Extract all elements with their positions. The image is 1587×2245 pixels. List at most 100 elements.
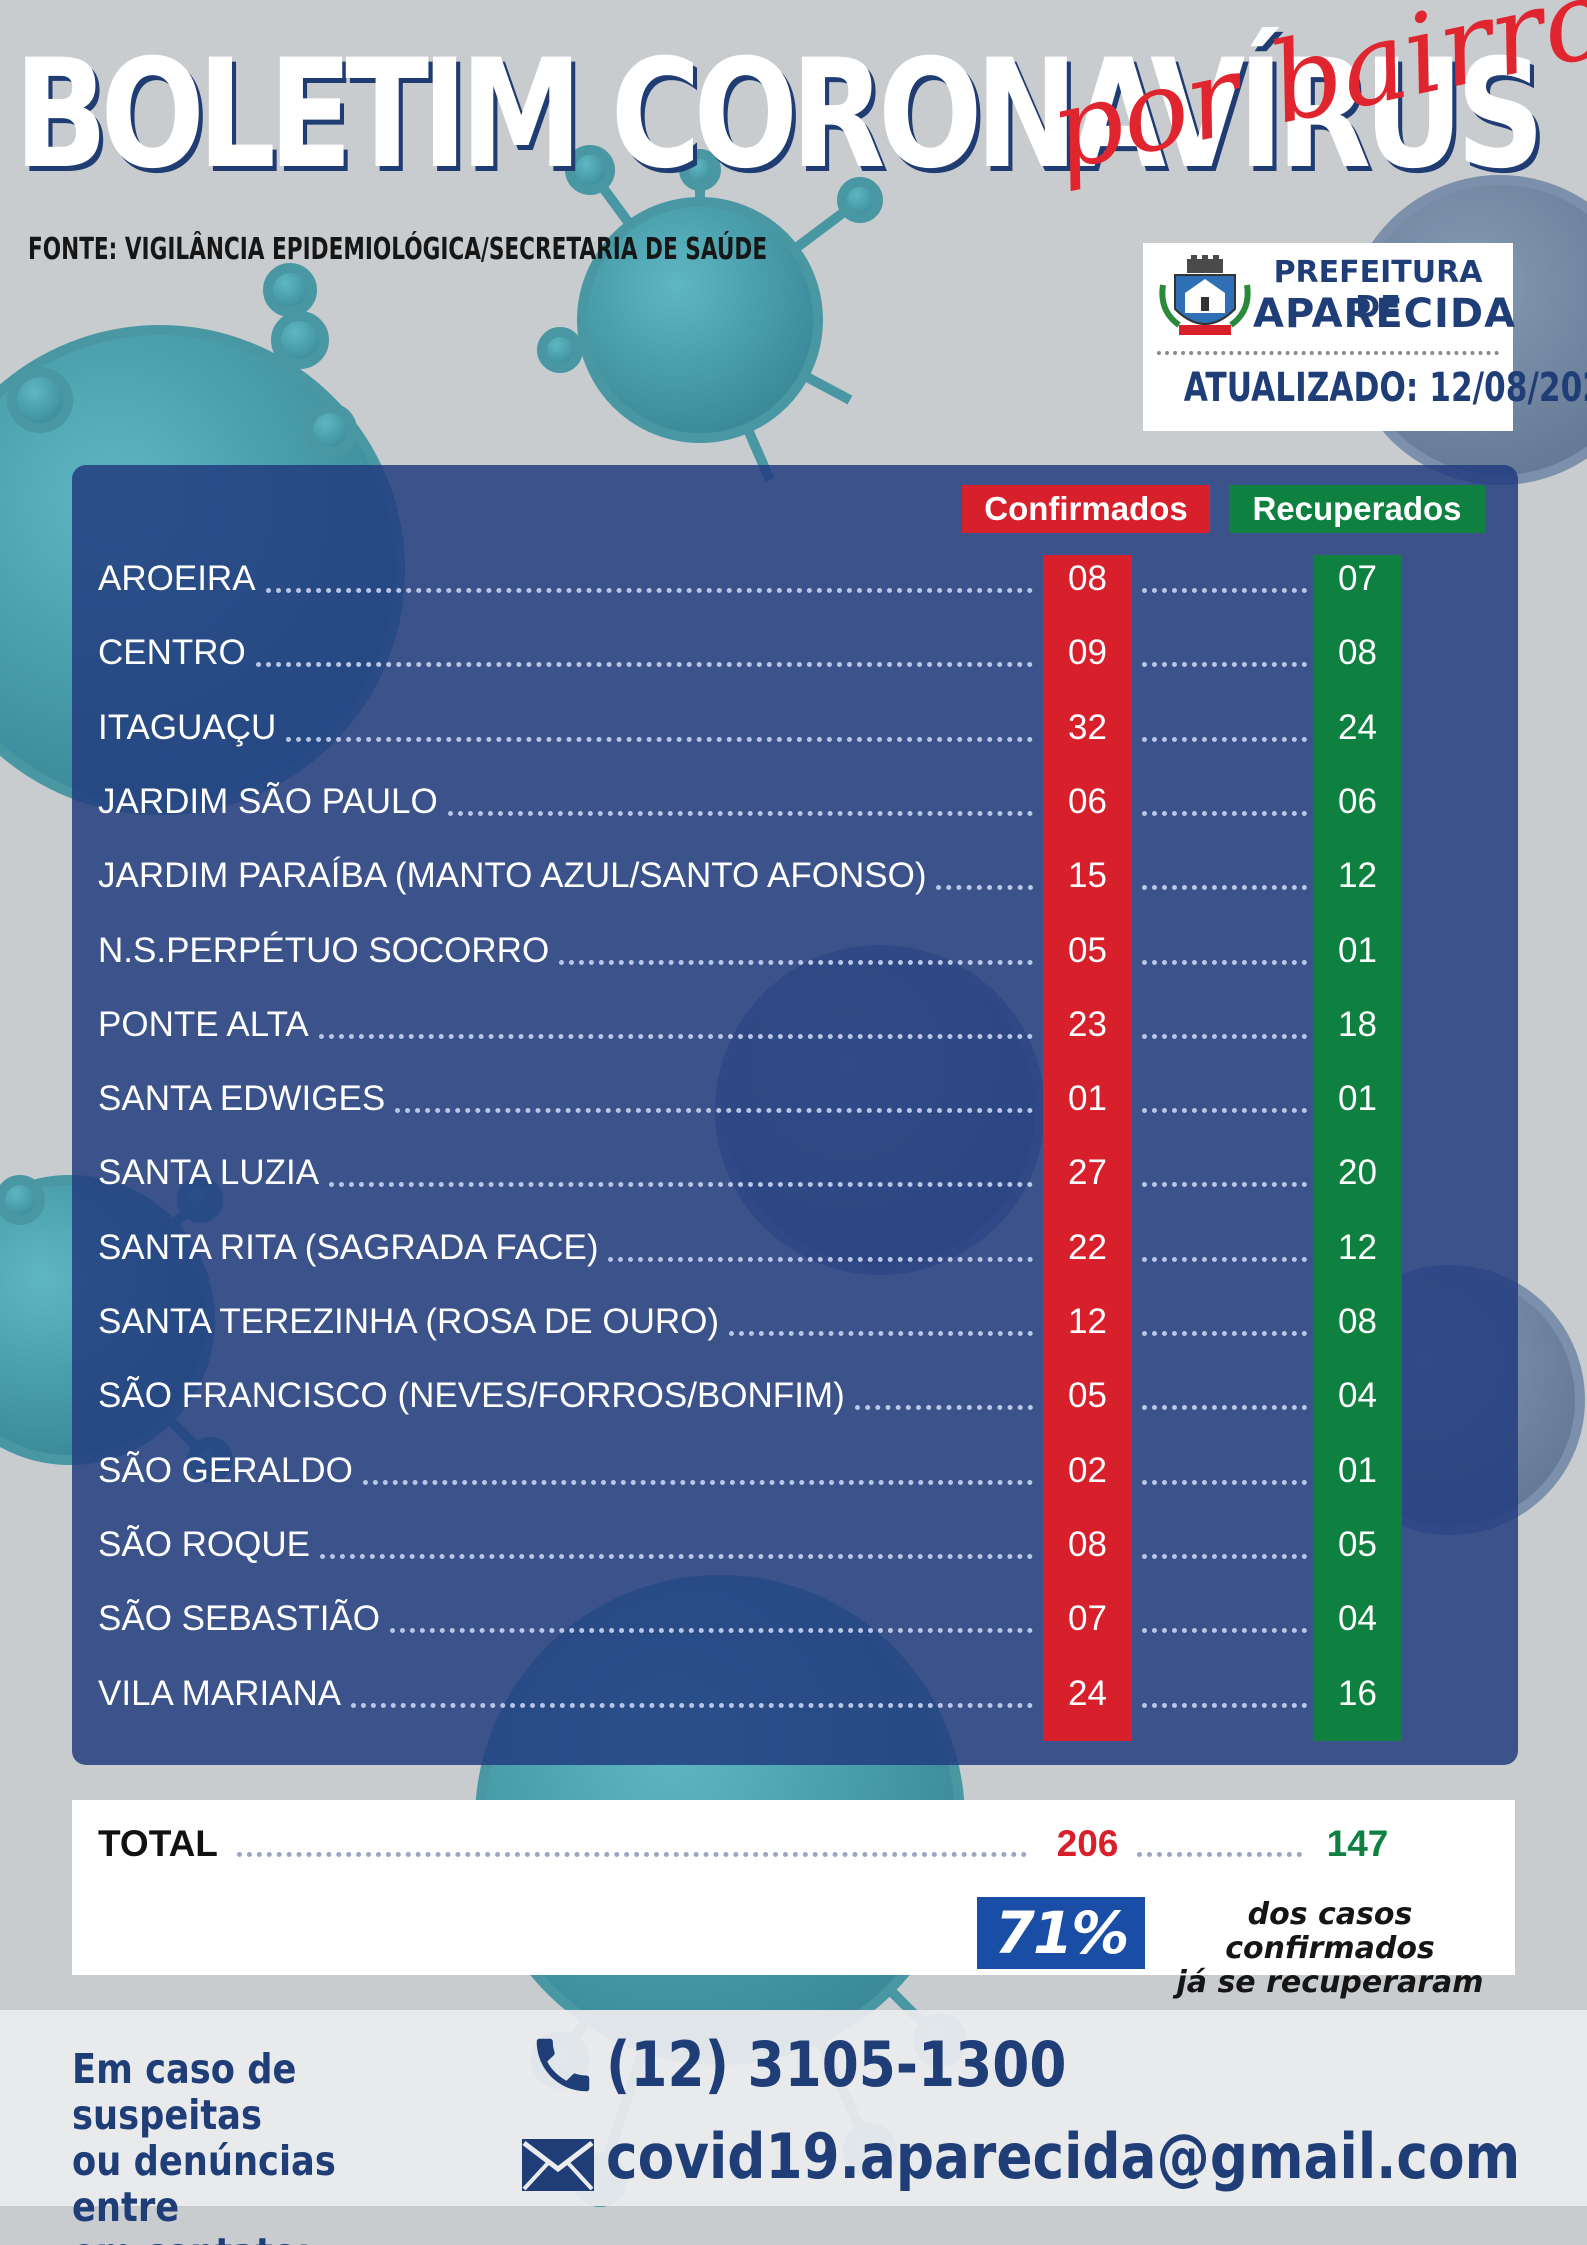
table-row: SANTA LUZIA 27 20 xyxy=(98,1136,1438,1210)
neighborhood-name: VILA MARIANA xyxy=(98,1673,342,1713)
contact-lead-line2: ou denúncias entre xyxy=(72,2137,336,2231)
table-row: SÃO ROQUE 08 05 xyxy=(98,1508,1438,1582)
logo-text-city: APARECIDA xyxy=(1253,291,1517,337)
total-leader-dots xyxy=(237,1852,1027,1857)
leader-dots xyxy=(1142,1553,1307,1559)
leader-dots xyxy=(1142,810,1307,816)
confirmed-value: 08 xyxy=(1068,1524,1107,1564)
prefeitura-logo-card: PREFEITURA DE APARECIDA ATUALIZADO: 12/0… xyxy=(1143,243,1587,431)
recovered-value: 16 xyxy=(1338,1673,1377,1713)
neighborhood-name: CENTRO xyxy=(98,633,246,673)
leader-dots xyxy=(936,885,1033,891)
leader-dots xyxy=(448,810,1033,816)
neighborhood-name: SÃO FRANCISCO (NEVES/FORROS/BONFIM) xyxy=(98,1376,845,1416)
neighborhood-name: SÃO SEBASTIÃO xyxy=(98,1599,381,1639)
neighborhood-name: SANTA TEREZINHA (ROSA DE OURO) xyxy=(98,1302,720,1341)
updated-date: ATUALIZADO: 12/08/2020 xyxy=(1183,365,1587,411)
confirmed-value: 06 xyxy=(1068,781,1107,821)
table-row: JARDIM SÃO PAULO 06 06 xyxy=(98,765,1438,839)
table-row: AROEIRA 08 07 xyxy=(98,542,1438,616)
confirmed-value: 27 xyxy=(1068,1153,1107,1193)
recovered-value: 07 xyxy=(1338,559,1377,598)
neighborhood-name: ITAGUAÇU xyxy=(98,707,277,747)
table-row: SANTA EDWIGES 01 01 xyxy=(98,1062,1438,1136)
recovered-value: 12 xyxy=(1338,856,1377,896)
neighborhood-name: SANTA RITA (SAGRADA FACE) xyxy=(98,1227,599,1267)
recovered-value: 20 xyxy=(1338,1153,1377,1193)
confirmed-value: 05 xyxy=(1068,930,1107,970)
recovered-value: 24 xyxy=(1338,707,1377,747)
neighborhood-name: AROEIRA xyxy=(98,559,256,598)
leader-dots xyxy=(1142,662,1307,668)
table-row: JARDIM PARAÍBA (MANTO AZUL/SANTO AFONSO)… xyxy=(98,839,1438,913)
recovered-value: 01 xyxy=(1338,1079,1377,1119)
logo-text-prefeitura: PREFEITURA DE xyxy=(1273,255,1483,325)
confirmed-value: 09 xyxy=(1068,633,1107,673)
confirmed-value: 22 xyxy=(1068,1227,1107,1267)
confirmed-value: 08 xyxy=(1068,559,1107,598)
municipal-crest-icon xyxy=(1159,255,1251,335)
leader-dots xyxy=(286,736,1033,742)
table-row: SÃO GERALDO 02 01 xyxy=(98,1434,1438,1508)
leader-dots xyxy=(855,1405,1033,1411)
leader-dots xyxy=(320,1553,1033,1559)
leader-dots xyxy=(1142,1033,1307,1039)
contact-phone[interactable]: (12) 3105-1300 xyxy=(606,2028,1067,2101)
table-row: SÃO FRANCISCO (NEVES/FORROS/BONFIM) 05 04 xyxy=(98,1359,1438,1433)
confirmed-value: 01 xyxy=(1068,1079,1107,1119)
total-leader-dots-2 xyxy=(1137,1852,1302,1857)
leader-dots xyxy=(729,1331,1033,1336)
recovered-value: 05 xyxy=(1338,1524,1377,1564)
leader-dots xyxy=(390,1628,1033,1634)
neighborhood-name: SANTA EDWIGES xyxy=(98,1079,386,1119)
leader-dots xyxy=(1142,1405,1307,1411)
header-recovered: Recuperados xyxy=(1229,485,1485,533)
leader-dots xyxy=(608,1256,1033,1262)
recovered-value: 08 xyxy=(1338,1302,1377,1341)
leader-dots xyxy=(1142,588,1307,593)
envelope-icon xyxy=(522,2139,594,2191)
recovery-caption-line1: dos casos confirmados xyxy=(1225,1897,1435,1966)
total-label: TOTAL xyxy=(98,1823,218,1864)
confirmed-value: 24 xyxy=(1068,1673,1107,1713)
leader-dots xyxy=(395,1108,1033,1114)
leader-dots xyxy=(329,1182,1033,1188)
leader-dots xyxy=(266,588,1033,593)
recovered-value: 08 xyxy=(1338,633,1377,673)
confirmed-column-band xyxy=(1043,555,1132,1741)
confirmed-value: 02 xyxy=(1068,1450,1107,1490)
table-row: VILA MARIANA 24 16 xyxy=(98,1657,1438,1731)
neighborhood-name: PONTE ALTA xyxy=(98,1004,309,1044)
recovered-value: 01 xyxy=(1338,1450,1377,1490)
neighborhood-table-panel xyxy=(72,465,1518,1765)
leader-dots xyxy=(1142,1108,1307,1114)
contact-email[interactable]: covid19.aparecida@gmail.com xyxy=(606,2120,1521,2193)
recovered-value: 04 xyxy=(1338,1376,1377,1416)
leader-dots xyxy=(363,1479,1033,1485)
table-row: CENTRO 09 08 xyxy=(98,616,1438,690)
recovered-value: 06 xyxy=(1338,781,1377,821)
leader-dots xyxy=(1142,736,1307,742)
phone-icon xyxy=(536,2038,590,2092)
leader-dots xyxy=(1142,959,1307,965)
recovered-value: 12 xyxy=(1338,1227,1377,1267)
recovered-column-band xyxy=(1313,555,1402,1741)
table-row: SANTA RITA (SAGRADA FACE) 22 12 xyxy=(98,1211,1438,1285)
recovery-caption-line2: já se recuperaram xyxy=(1176,1965,1484,2000)
recovered-value: 01 xyxy=(1338,930,1377,970)
neighborhood-name: JARDIM SÃO PAULO xyxy=(98,781,438,821)
table-row: SANTA TEREZINHA (ROSA DE OURO) 12 08 xyxy=(98,1285,1438,1359)
recovery-percent-badge: 71% xyxy=(977,1897,1145,1969)
confirmed-value: 12 xyxy=(1068,1302,1107,1341)
total-box: TOTAL 206 147 71% dos casos confirmados … xyxy=(72,1800,1515,2000)
contact-lead-line1: Em caso de suspeitas xyxy=(72,2045,297,2139)
neighborhood-name: SÃO ROQUE xyxy=(98,1524,310,1564)
recovered-value: 04 xyxy=(1338,1599,1377,1639)
neighborhood-name: SANTA LUZIA xyxy=(98,1153,320,1193)
contact-lead-line3: em contato: xyxy=(72,2230,433,2245)
leader-dots xyxy=(1142,1628,1307,1634)
logo-divider xyxy=(1157,351,1499,355)
table-row: ITAGUAÇU 32 24 xyxy=(98,691,1438,765)
leader-dots xyxy=(1142,1182,1307,1188)
data-source: FONTE: VIGILÂNCIA EPIDEMIOLÓGICA/SECRETA… xyxy=(28,232,768,267)
